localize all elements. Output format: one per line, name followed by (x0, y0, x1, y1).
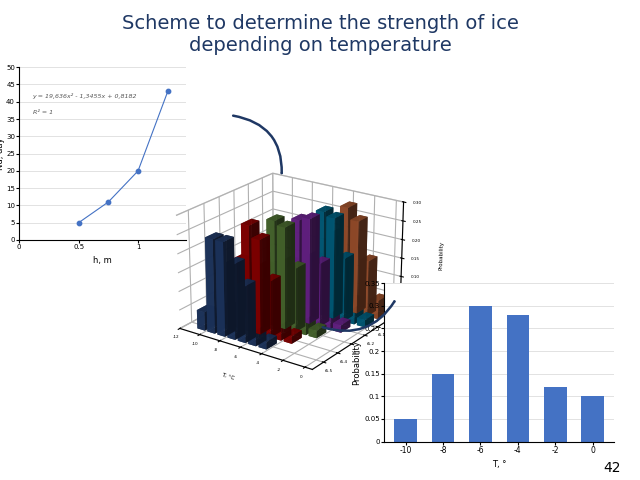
Point (74, 219, 84, 227)
Point (163, 87, 173, 95)
Bar (582, 396, 604, 442)
Text: 42: 42 (604, 461, 621, 475)
Bar (469, 306, 492, 442)
X-axis label: T, °: T, ° (492, 460, 506, 469)
Y-axis label: Nd, day: Nd, day (0, 137, 4, 170)
Y-axis label: Probability: Probability (353, 340, 362, 385)
X-axis label: h, m: h, m (93, 256, 112, 265)
Text: y = 19,636x² - 1,3455x + 0,8182: y = 19,636x² - 1,3455x + 0,8182 (33, 93, 137, 99)
Point (133, 167, 143, 175)
Point (103, 198, 113, 206)
Bar (544, 387, 566, 442)
X-axis label: T, °C: T, °C (221, 372, 236, 380)
Text: Scheme to determine the strength of ice
depending on temperature: Scheme to determine the strength of ice … (122, 14, 518, 55)
Bar (432, 374, 454, 442)
Bar (394, 419, 417, 442)
Bar (507, 315, 529, 442)
Text: R² = 1: R² = 1 (33, 110, 52, 115)
